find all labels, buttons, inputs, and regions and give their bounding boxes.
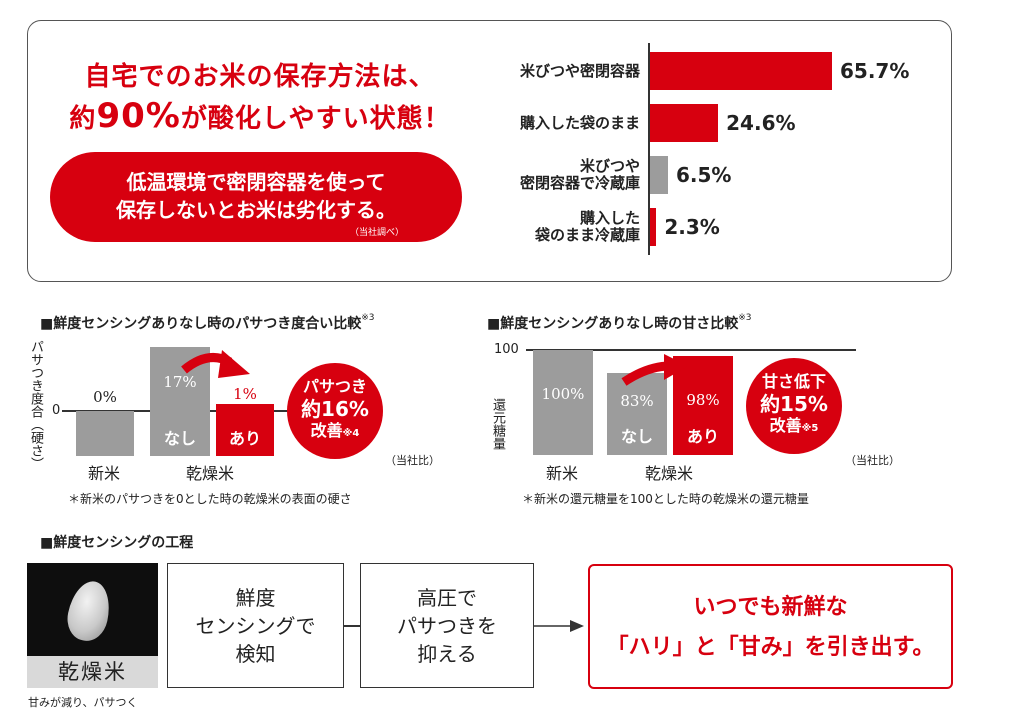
pill-line-2: 保存しないとお米は劣化する。 bbox=[116, 198, 396, 222]
rice-grain-icon bbox=[63, 577, 115, 645]
bar-right-ari-label: あり bbox=[686, 427, 719, 446]
right-improvement-badge: 甘さ低下 約15% 改善※5 bbox=[746, 358, 842, 454]
step-connector-1 bbox=[344, 625, 360, 627]
storage-bar-value: 65.7% bbox=[840, 59, 910, 83]
left-source: （当社比） bbox=[385, 454, 440, 467]
storage-bar-label: 購入した 袋のまま冷蔵庫 bbox=[534, 209, 640, 244]
storage-bar-label: 米びつや 密閉容器で冷蔵庫 bbox=[519, 157, 640, 192]
right-chart-title: ■鮮度センシングありなし時の甘さ比較※3 bbox=[487, 313, 752, 332]
left-chart-zero-tick: 0 bbox=[52, 403, 61, 418]
pill-line-1: 低温環境で密閉容器を使って bbox=[126, 170, 386, 194]
right-source: （当社比） bbox=[845, 454, 900, 467]
storage-bar bbox=[650, 52, 832, 90]
left-improvement-badge: パサつき 約16% 改善※4 bbox=[287, 363, 383, 459]
storage-chart-axis bbox=[648, 43, 650, 255]
step-detect-box: 鮮度 センシングで 検知 bbox=[167, 563, 344, 688]
storage-bar-value: 24.6% bbox=[726, 111, 796, 135]
bar-right-nashi-value: 83% bbox=[620, 392, 654, 410]
bar-left-nashi bbox=[150, 347, 210, 456]
bar-right-nashi-label: なし bbox=[620, 427, 653, 446]
pill-note: （当社調べ） bbox=[349, 228, 404, 238]
bar-right-shinmai bbox=[533, 350, 593, 455]
storage-bar-label: 購入した袋のまま bbox=[519, 113, 640, 132]
bar-right-shinmai-value: 100% bbox=[541, 385, 585, 403]
warning-pill: 低温環境で密閉容器を使って 保存しないとお米は劣化する。 （当社調べ） bbox=[50, 152, 462, 242]
right-chart-100-line bbox=[526, 349, 856, 351]
bar-right-ari bbox=[673, 356, 733, 455]
rice-caption: 甘みが減り、パサつく bbox=[28, 696, 138, 709]
storage-survey-panel bbox=[27, 20, 952, 282]
storage-bar bbox=[650, 104, 719, 142]
rice-photo: 乾燥米 bbox=[27, 563, 158, 688]
bar-left-ari-value: 1% bbox=[233, 385, 257, 403]
headline-line-2: 約90%が酸化しやすい状態！ bbox=[69, 96, 451, 136]
bar-left-ari bbox=[216, 404, 274, 456]
storage-bar-label: 米びつや密閉容器 bbox=[519, 61, 640, 80]
storage-bar-value: 6.5% bbox=[676, 163, 732, 187]
left-chart-title: ■鮮度センシングありなし時のパサつき度合い比較※3 bbox=[40, 313, 375, 332]
left-chart-ylabel: パサつき度合（硬さ） bbox=[28, 340, 43, 470]
right-chart-tick-100: 100 bbox=[494, 342, 519, 357]
left-cat-shinmai: 新米 bbox=[88, 464, 121, 483]
bar-right-ari-value: 98% bbox=[686, 391, 720, 409]
left-cat-kansou: 乾燥米 bbox=[186, 464, 235, 483]
right-cat-kansou: 乾燥米 bbox=[645, 464, 694, 483]
right-chart-arrow bbox=[621, 354, 688, 386]
storage-bar-value: 2.3% bbox=[664, 215, 720, 239]
storage-bar bbox=[650, 208, 657, 246]
step-arrow-icon bbox=[534, 620, 584, 632]
bar-left-shinmai-value: 0% bbox=[93, 388, 117, 406]
storage-bar bbox=[650, 156, 668, 194]
result-line-1: いつでも新鮮な bbox=[693, 595, 848, 620]
result-line-2: 「ハリ」と「甘み」を引き出す。 bbox=[606, 635, 935, 660]
left-footnote: ＊新米のパサつきを0とした時の乾燥米の表面の硬さ bbox=[68, 492, 352, 506]
bar-left-nashi-value: 17% bbox=[163, 373, 197, 391]
left-chart-arrow bbox=[181, 350, 250, 378]
bar-left-shinmai bbox=[76, 411, 134, 456]
bar-right-nashi bbox=[607, 373, 667, 455]
bar-left-nashi-label: なし bbox=[163, 429, 196, 448]
step-press-box: 高圧で パサつきを 抑える bbox=[360, 563, 534, 688]
right-cat-shinmai: 新米 bbox=[546, 464, 579, 483]
process-title: ■鮮度センシングの工程 bbox=[40, 535, 194, 551]
headline-line-1: 自宅でのお米の保存方法は、 bbox=[84, 62, 436, 92]
rice-label: 乾燥米 bbox=[27, 656, 158, 688]
right-footnote: ＊新米の還元糖量を100とした時の乾燥米の還元糖量 bbox=[522, 492, 809, 506]
result-box: いつでも新鮮な 「ハリ」と「甘み」を引き出す。 bbox=[588, 564, 953, 689]
bar-left-ari-label: あり bbox=[228, 429, 261, 448]
right-chart-ylabel: 還元糖量 bbox=[490, 398, 505, 450]
